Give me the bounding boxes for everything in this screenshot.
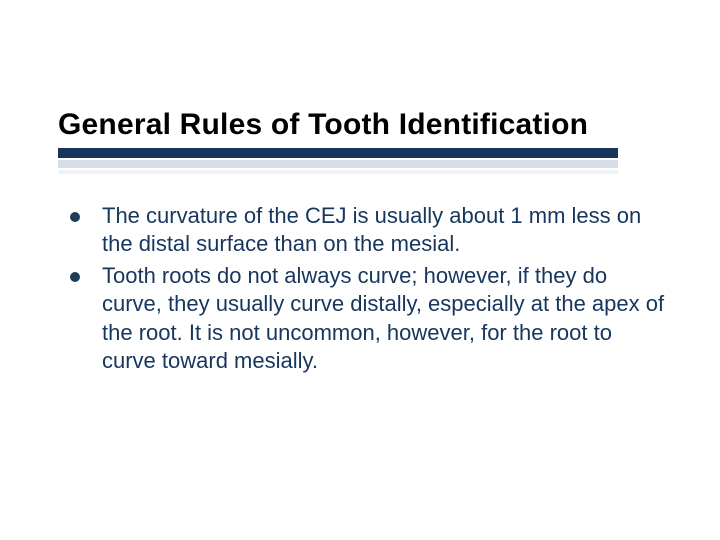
bullet-icon xyxy=(70,272,80,282)
title-wrap: General Rules of Tooth Identification xyxy=(58,108,680,142)
bullet-text: The curvature of the CEJ is usually abou… xyxy=(102,202,666,258)
slide-title: General Rules of Tooth Identification xyxy=(58,108,680,142)
bullet-icon xyxy=(70,212,80,222)
bullet-text: Tooth roots do not always curve; however… xyxy=(102,262,666,375)
title-underline xyxy=(58,148,618,180)
underline-bar-3 xyxy=(58,170,618,174)
slide: General Rules of Tooth Identification Th… xyxy=(0,0,720,540)
list-item: The curvature of the CEJ is usually abou… xyxy=(70,202,666,258)
underline-bar-1 xyxy=(58,148,618,158)
list-item: Tooth roots do not always curve; however… xyxy=(70,262,666,375)
underline-bar-2 xyxy=(58,160,618,168)
body-area: The curvature of the CEJ is usually abou… xyxy=(70,202,666,379)
